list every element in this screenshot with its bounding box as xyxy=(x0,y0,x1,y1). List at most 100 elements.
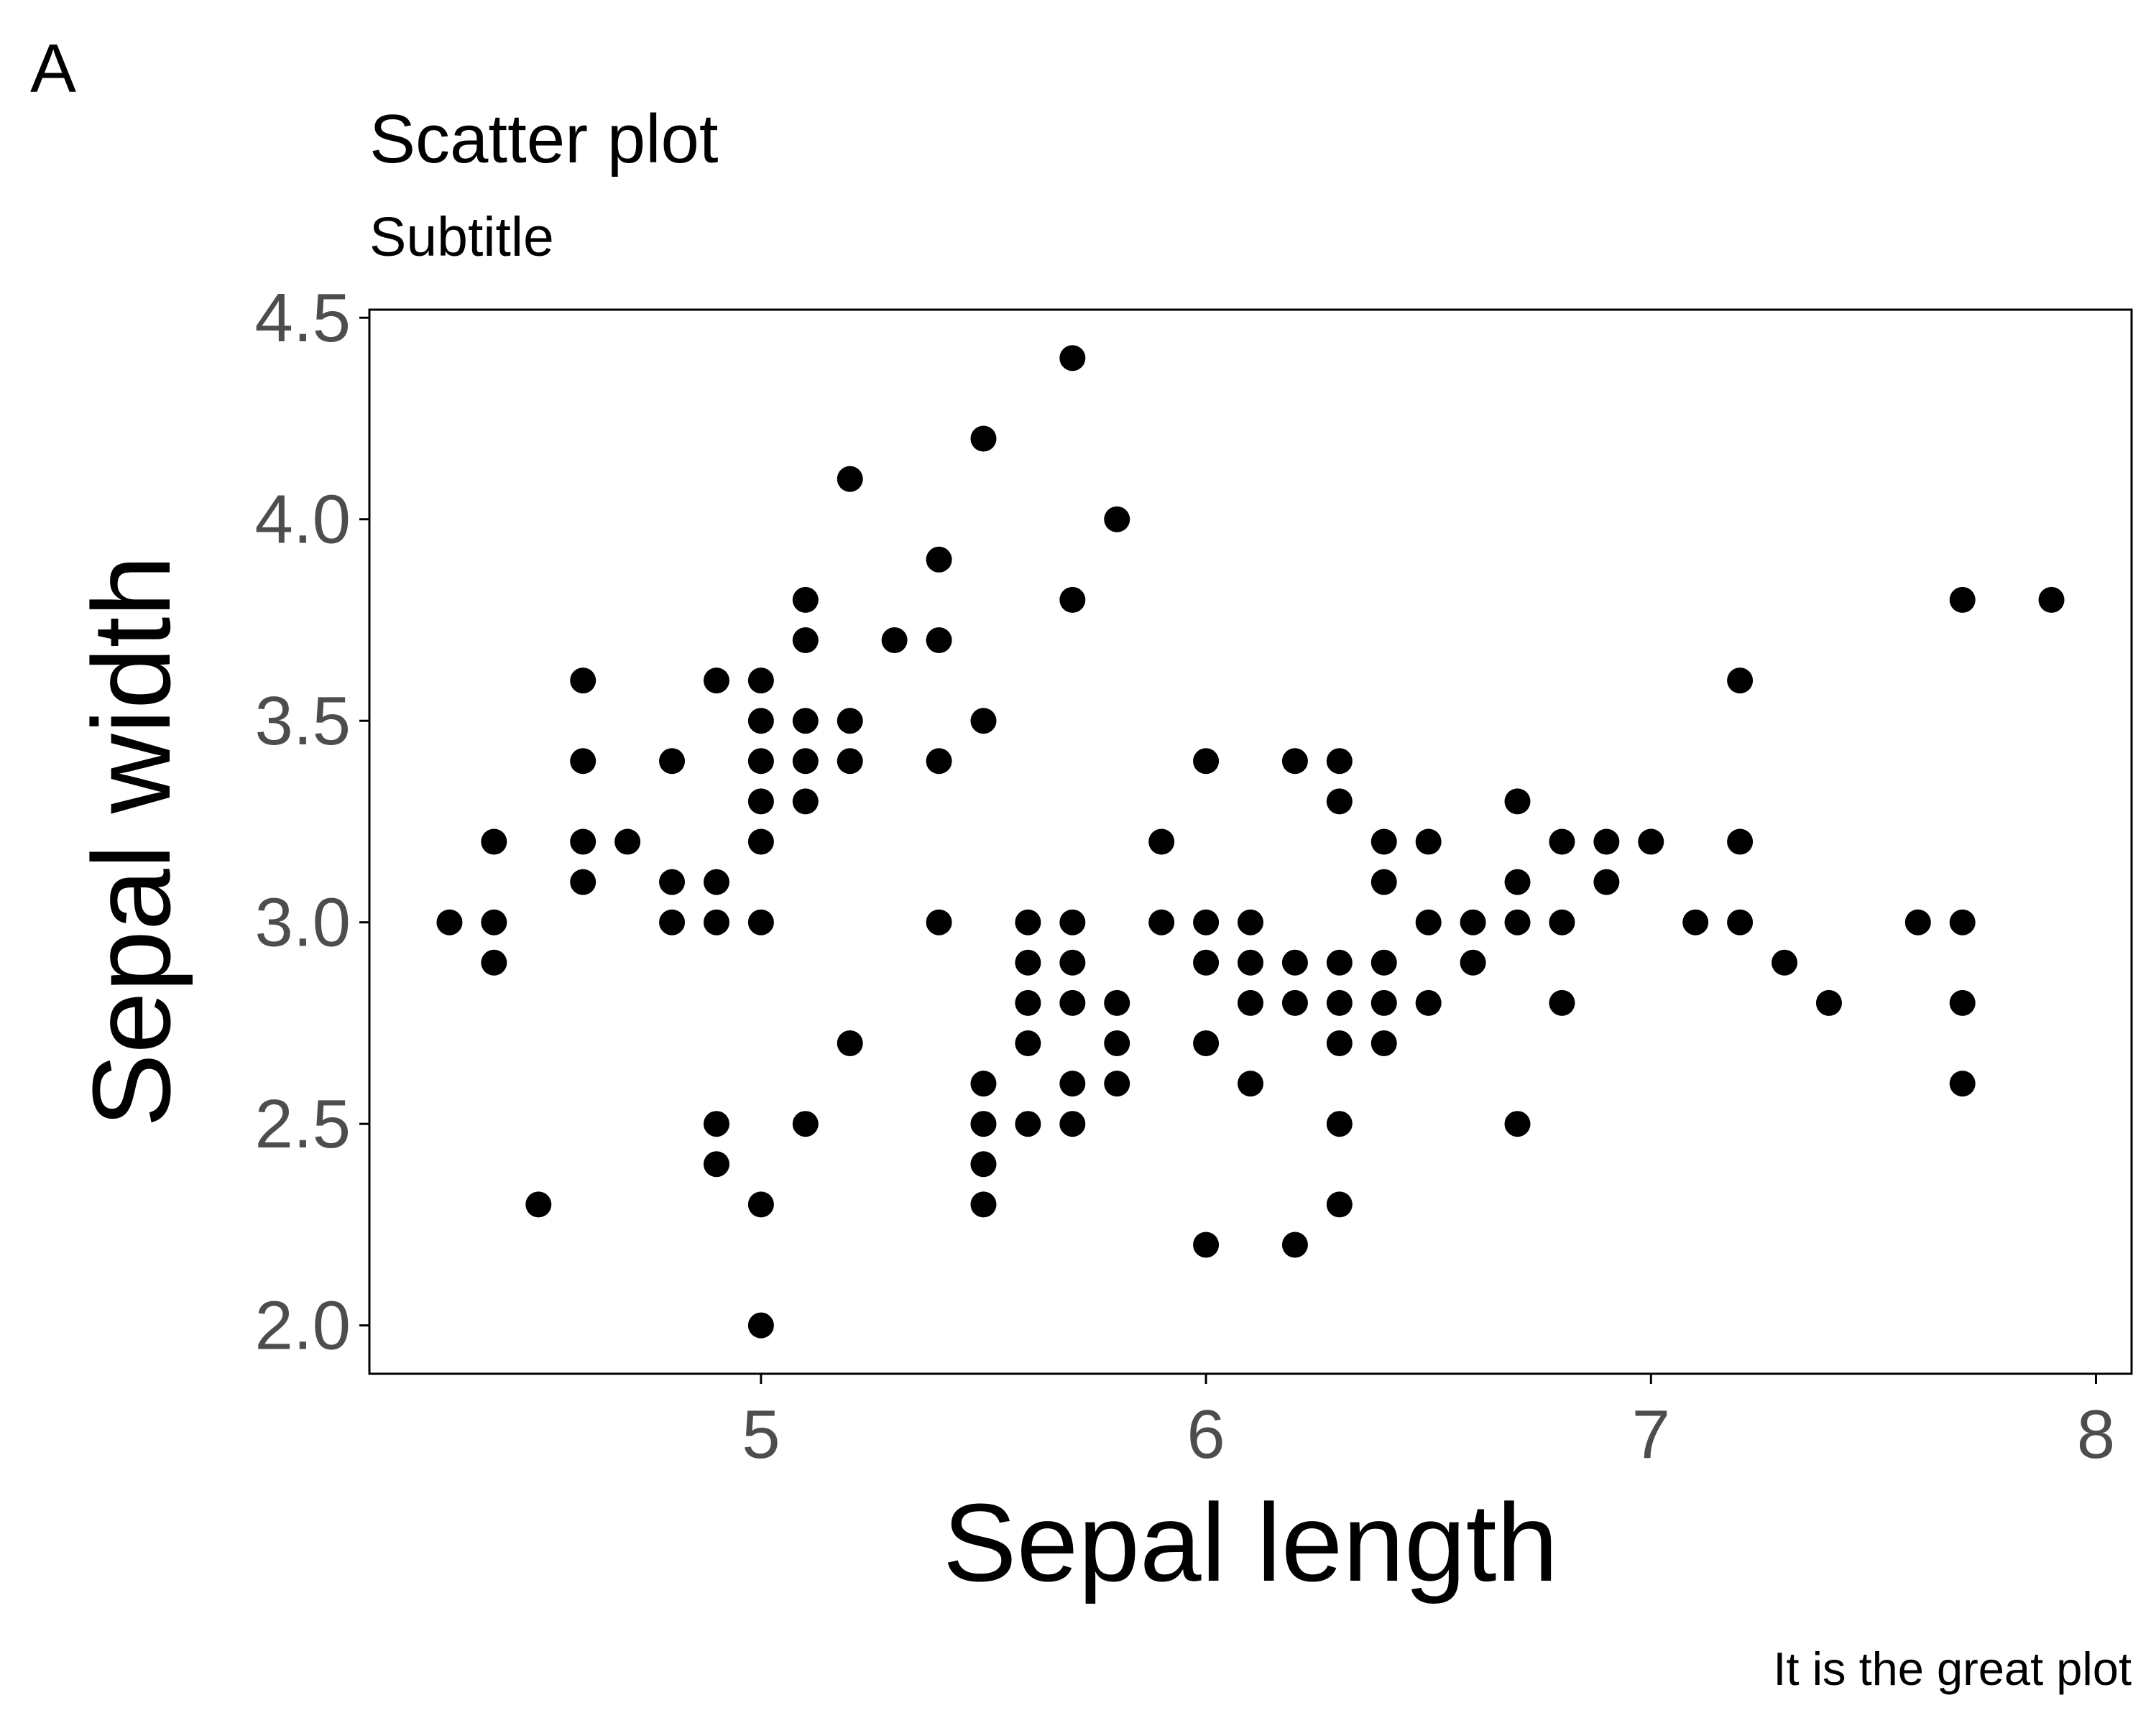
data-point xyxy=(1415,828,1442,855)
data-point xyxy=(1104,1071,1130,1097)
data-point xyxy=(614,828,641,855)
x-axis-ticks: 5 6 7 8 xyxy=(742,1374,2115,1473)
data-point xyxy=(1193,949,1220,976)
data-point xyxy=(2038,586,2065,613)
data-point xyxy=(1815,989,1842,1016)
data-point xyxy=(1549,989,1575,1016)
data-point xyxy=(1148,828,1175,855)
data-point xyxy=(1281,1232,1308,1258)
data-point xyxy=(1370,989,1397,1016)
data-point xyxy=(837,708,863,734)
data-point xyxy=(1104,989,1130,1016)
data-point xyxy=(792,586,819,613)
data-point xyxy=(1326,989,1353,1016)
data-point xyxy=(792,748,819,775)
data-point xyxy=(747,909,774,935)
data-point xyxy=(703,667,729,694)
y-tick-label: 2.5 xyxy=(255,1086,351,1163)
data-point xyxy=(525,1191,552,1218)
data-point xyxy=(926,546,952,573)
data-point xyxy=(1015,1030,1041,1056)
chart-subtitle: Subtitle xyxy=(369,206,554,268)
data-point xyxy=(747,1312,774,1339)
data-point xyxy=(926,627,952,654)
y-tick-label: 3.0 xyxy=(255,884,351,961)
data-point xyxy=(792,1111,819,1137)
data-point xyxy=(970,1111,997,1137)
data-point xyxy=(1593,828,1620,855)
data-point xyxy=(837,1030,863,1056)
data-point xyxy=(1370,828,1397,855)
data-point xyxy=(703,909,729,935)
x-tick-label: 5 xyxy=(742,1396,780,1473)
data-point xyxy=(747,708,774,734)
data-point xyxy=(1104,506,1130,532)
data-point xyxy=(1326,1111,1353,1137)
data-point xyxy=(1415,909,1442,935)
data-point xyxy=(1904,909,1931,935)
plot-caption: It is the great plot xyxy=(1773,1642,2132,1695)
data-point xyxy=(1238,949,1263,976)
y-tick-label: 3.5 xyxy=(255,683,351,759)
data-point xyxy=(926,748,952,775)
data-point xyxy=(703,1111,729,1137)
data-point xyxy=(1059,586,1086,613)
data-point xyxy=(747,828,774,855)
data-point xyxy=(659,869,686,895)
data-point xyxy=(703,1151,729,1178)
x-tick-label: 6 xyxy=(1187,1396,1225,1473)
data-point xyxy=(481,949,507,976)
data-point xyxy=(747,1191,774,1218)
plot-panel-border xyxy=(368,308,2133,1375)
data-point xyxy=(1370,869,1397,895)
data-point xyxy=(1015,949,1041,976)
data-point xyxy=(1059,345,1086,371)
data-point xyxy=(792,788,819,815)
data-points xyxy=(436,345,2065,1339)
data-point xyxy=(792,627,819,654)
panel-tag: A xyxy=(30,30,76,107)
data-point xyxy=(1104,1030,1130,1056)
data-point xyxy=(1326,788,1353,815)
data-point xyxy=(1682,909,1709,935)
data-point xyxy=(659,748,686,775)
data-point xyxy=(703,869,729,895)
data-point xyxy=(1059,949,1086,976)
data-point xyxy=(1059,989,1086,1016)
data-point xyxy=(1504,788,1531,815)
data-point xyxy=(570,748,596,775)
y-tick-label: 4.5 xyxy=(255,279,351,356)
y-axis-label: Sepal width xyxy=(70,555,193,1127)
data-point xyxy=(1370,1030,1397,1056)
y-tick-label: 4.0 xyxy=(255,481,351,558)
data-point xyxy=(659,909,686,935)
data-point xyxy=(570,828,596,855)
data-point xyxy=(747,748,774,775)
data-point xyxy=(1727,667,1754,694)
data-point xyxy=(1949,909,1976,935)
data-point xyxy=(970,1151,997,1178)
data-point xyxy=(1193,748,1220,775)
data-point xyxy=(1015,989,1041,1016)
data-point xyxy=(1326,748,1353,775)
data-point xyxy=(1193,909,1220,935)
data-point xyxy=(970,708,997,734)
x-tick-label: 8 xyxy=(2077,1396,2115,1473)
data-point xyxy=(1727,909,1754,935)
x-tick-label: 7 xyxy=(1632,1396,1670,1473)
data-point xyxy=(1015,909,1041,935)
data-point xyxy=(792,708,819,734)
data-point xyxy=(926,909,952,935)
data-point xyxy=(1727,828,1754,855)
data-point xyxy=(1460,949,1486,976)
data-point xyxy=(570,667,596,694)
data-point xyxy=(1326,1030,1353,1056)
data-point xyxy=(1238,909,1263,935)
data-point xyxy=(1015,1111,1041,1137)
data-point xyxy=(1504,869,1531,895)
data-point xyxy=(1549,828,1575,855)
data-point xyxy=(1949,586,1976,613)
data-point xyxy=(1504,909,1531,935)
